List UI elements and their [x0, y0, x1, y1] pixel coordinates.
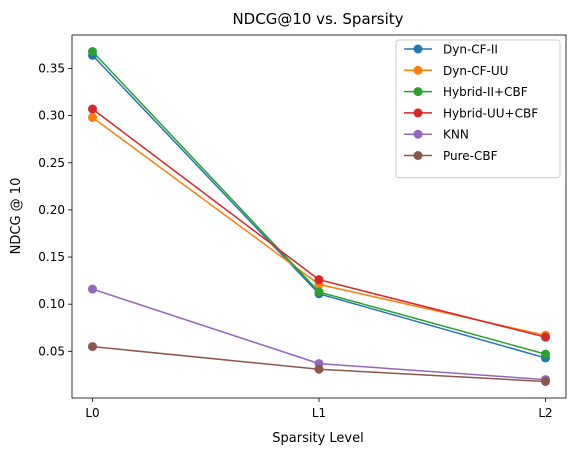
- series-3-point-2: [541, 332, 550, 342]
- x-tick-label-0: L0: [85, 406, 99, 420]
- plot-area: L0 L1 L2 0.05 0.10 0.15 0.20 0.25 0.30 0.35: [38, 34, 567, 420]
- series-4-point-0: [88, 284, 97, 294]
- y-axis-label: NDCG @ 10: [9, 178, 24, 255]
- y-tick-label-6: 0.35: [38, 61, 65, 75]
- y-tick-label-1: 0.10: [38, 297, 65, 311]
- x-tick-label-1: L1: [312, 406, 326, 420]
- x-tick-label-2: L2: [538, 406, 552, 420]
- legend-box: [395, 39, 561, 179]
- legend-label-5: Pure-CBF: [443, 149, 498, 163]
- legend-marker-3: [413, 108, 423, 118]
- legend-marker-1: [413, 65, 423, 75]
- series-2-point-2: [541, 349, 550, 359]
- legend-marker-4: [413, 129, 423, 139]
- series-5-point-1: [314, 364, 324, 374]
- legend-label-3: Hybrid-UU+CBF: [443, 106, 538, 120]
- legend: Dyn-CF-II Dyn-CF-UU Hybrid-II+CBF Hybrid-UU…: [395, 39, 561, 179]
- series-2-point-0: [88, 47, 97, 56]
- chart-title: NDCG@10 vs. Sparsity: [232, 10, 403, 28]
- series-1-point-0: [88, 113, 97, 122]
- y-tick-label-4: 0.25: [38, 156, 65, 170]
- legend-marker-5: [413, 151, 423, 160]
- legend-marker-2: [413, 87, 423, 97]
- legend-label-0: Dyn-CF-II: [443, 43, 498, 57]
- legend-marker-0: [413, 44, 423, 54]
- series-3-point-0: [88, 104, 97, 114]
- series-2-point-1: [314, 287, 324, 297]
- legend-label-1: Dyn-CF-UU: [443, 64, 508, 78]
- legend-label-2: Hybrid-II+CBF: [443, 85, 528, 99]
- y-tick-label-5: 0.30: [38, 109, 65, 123]
- series-3-point-1: [314, 275, 324, 285]
- legend-label-4: KNN: [443, 128, 469, 142]
- y-tick-label-2: 0.15: [38, 250, 65, 264]
- y-tick-label-3: 0.20: [38, 203, 65, 217]
- series-5-point-0: [88, 342, 97, 352]
- series-5-point-2: [541, 377, 550, 386]
- y-tick-label-0: 0.05: [38, 344, 65, 358]
- x-axis-label: Sparsity Level: [272, 431, 363, 446]
